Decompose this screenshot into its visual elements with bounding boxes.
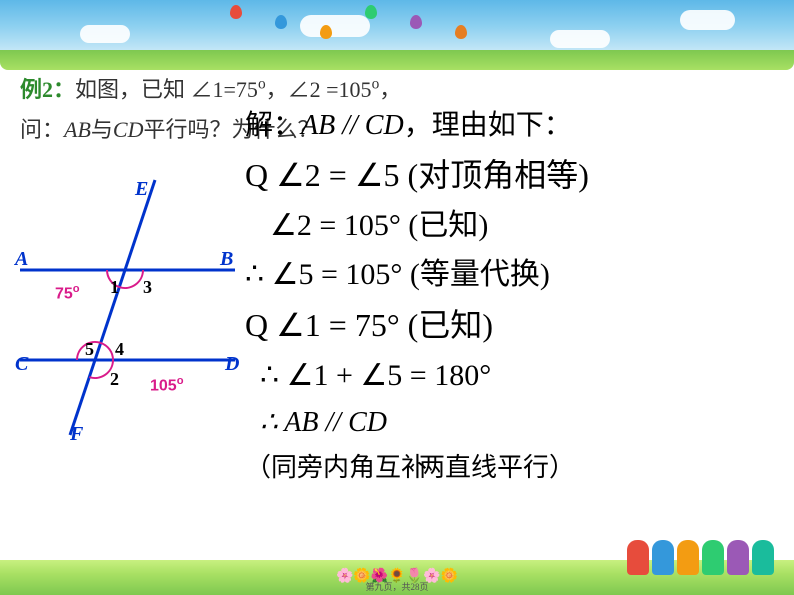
label-f: F [69,423,84,445]
angle-75: 75o [55,283,80,303]
label-a: A [13,248,28,270]
kid-icon [677,540,699,575]
solution-line: Q ∠1 = 75° (已知) [245,301,775,349]
angle-2: 2 [110,369,119,389]
balloon-icon [410,15,422,29]
cloud [80,25,130,43]
solution-line: 解：AB // CD，理由如下： [245,105,775,147]
line-ef [70,180,155,435]
balloon-icon [230,5,242,19]
kid-icon [627,540,649,575]
angle-5: 5 [85,339,94,359]
kid-icon [752,540,774,575]
grass-top [0,50,794,70]
solution-line: ∠2 = 105° (已知) [270,203,775,248]
balloon-icon [455,25,467,39]
diagram-svg: A B C D E F 1 3 5 4 2 [10,165,270,455]
balloon-icon [320,25,332,39]
solution-steps: 解：AB // CD，理由如下： Q ∠2 = ∠5 (对顶角相等) ∠2 = … [245,105,775,491]
solution-line: ∴ ∠1 + ∠5 = 180° [260,353,775,398]
label-c: C [15,353,29,375]
angle-105: 105o [150,375,184,395]
question-prefix: 问： [20,117,64,142]
and: 与 [91,117,113,142]
problem-text: ，∠2 =105 [266,77,372,102]
angle-3: 3 [143,277,152,297]
problem-text: 如图，已知 ∠1=75 [75,77,258,102]
angle-4: 4 [115,339,124,359]
page-footer: 第九页，共28页 [365,580,428,593]
kids-decoration [627,540,774,575]
cloud [680,10,735,30]
cloud [550,30,610,48]
ab: AB [64,117,91,142]
solution-line: ∴ ∠5 = 105° (等量代换) [245,252,775,297]
balloon-icon [275,15,287,29]
label-e: E [134,178,148,200]
degree: o [258,76,266,93]
cd: CD [113,117,144,142]
problem-text: ， [379,77,401,102]
label-d: D [224,353,239,375]
kid-icon [727,540,749,575]
solution-line: ∴ AB // CD [260,402,775,444]
geometry-diagram: A B C D E F 1 3 5 4 2 75o 105o [10,165,270,445]
label-b: B [219,248,233,270]
angle-arc [101,343,113,360]
kid-icon [652,540,674,575]
cloud [300,15,370,37]
balloon-icon [365,5,377,19]
solution-line: （同旁内角互补两直线平行） [245,448,775,487]
angle-1: 1 [110,277,119,297]
solution-line: Q ∠2 = ∠5 (对顶角相等) [245,151,775,199]
kid-icon [702,540,724,575]
example-label: 例2： [20,77,75,102]
